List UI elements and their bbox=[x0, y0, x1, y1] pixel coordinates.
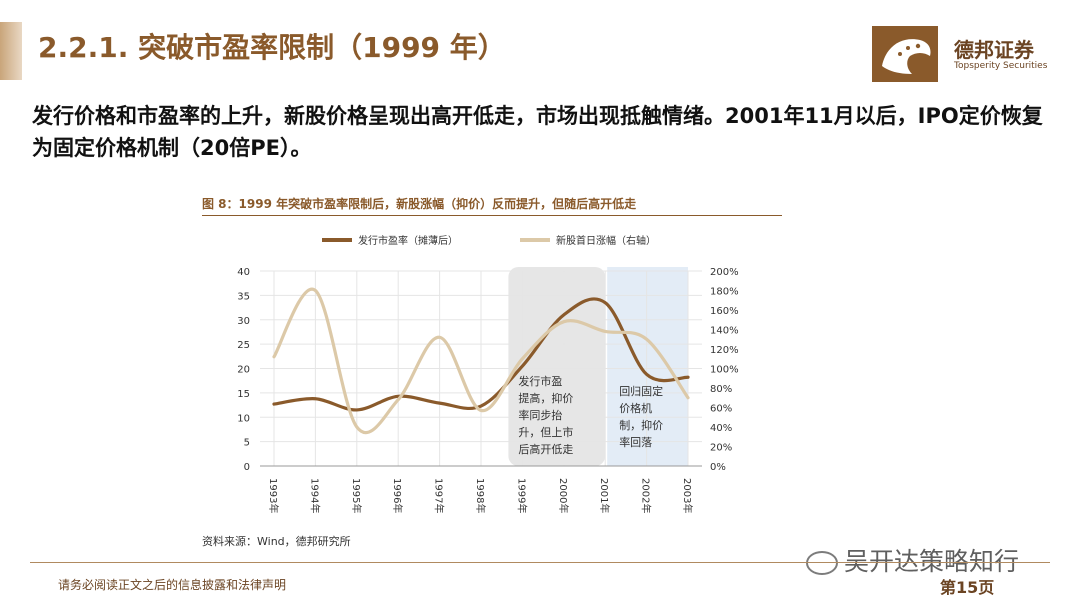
footer-rule bbox=[30, 562, 1050, 563]
chart-title-rule bbox=[202, 215, 782, 216]
y-right-tick-label: 0% bbox=[710, 462, 726, 473]
legend-label: 新股首日涨幅（右轴） bbox=[556, 234, 656, 247]
y-left-tick-label: 30 bbox=[237, 316, 250, 327]
annotation-text-line: 回归固定 bbox=[619, 384, 663, 398]
chart-title: 图 8：1999 年突破市盈率限制后，新股涨幅（抑价）反而提升，但随后高开低走 bbox=[202, 197, 637, 211]
x-tick-label: 2000年 bbox=[557, 478, 570, 513]
x-tick-label: 2001年 bbox=[598, 478, 611, 513]
page-number: 第15页 bbox=[940, 578, 995, 597]
annotation-region-1 bbox=[508, 267, 606, 466]
y-left-tick-label: 0 bbox=[244, 462, 250, 473]
title-accent-bar bbox=[0, 22, 22, 80]
annotation-text-line: 率回落 bbox=[619, 435, 652, 449]
y-left-tick-label: 25 bbox=[237, 340, 250, 351]
y-right-tick-label: 40% bbox=[710, 423, 732, 434]
y-left-tick-label: 40 bbox=[237, 267, 250, 278]
line-chart: 0 5 10 15 20 25 30 35 40 0% 20% 40% 60% 80% 100% 120% 14… bbox=[237, 234, 739, 513]
leopard-logo-icon bbox=[872, 26, 938, 82]
slide-title: 2.2.1. 突破市盈率限制（1999 年） bbox=[38, 31, 506, 64]
annotation-text-line: 率同步抬 bbox=[518, 408, 562, 422]
legend-label: 发行市盈率（摊薄后） bbox=[358, 234, 458, 247]
x-tick-label: 1996年 bbox=[391, 478, 404, 513]
x-tick-label: 1999年 bbox=[515, 478, 528, 513]
x-tick-label: 1998年 bbox=[474, 478, 487, 513]
y-right-tick-label: 200% bbox=[710, 267, 739, 278]
annotation-region-2 bbox=[607, 267, 688, 466]
annotation-text-line: 提高，抑价 bbox=[518, 391, 573, 405]
watermark-text: 吴开达策略知行 bbox=[844, 547, 1020, 576]
x-tick-label: 2003年 bbox=[681, 478, 694, 513]
series-first-day-return-line bbox=[272, 287, 690, 435]
series-pe-line bbox=[272, 297, 690, 412]
wechat-watermark: 吴开达策略知行 bbox=[806, 542, 1019, 578]
wechat-icon bbox=[806, 551, 838, 575]
chart-figure: 图 8：1999 年突破市盈率限制后，新股涨幅（抑价）反而提升，但随后高开低走 … bbox=[202, 188, 788, 548]
body-paragraph: 发行价格和市盈率的上升，新股价格呈现出高开低走，市场出现抵触情绪。2001年11… bbox=[32, 104, 1043, 160]
company-logo: 德邦证券 Topsperity Securities bbox=[872, 26, 1048, 82]
y-right-tick-label: 120% bbox=[710, 345, 739, 356]
y-right-tick-label: 20% bbox=[710, 443, 732, 454]
y-right-tick-label: 180% bbox=[710, 287, 739, 298]
annotation-text-line: 制，抑价 bbox=[619, 418, 663, 432]
annotation-text-line: 后高开低走 bbox=[518, 442, 573, 456]
y-left-tick-label: 35 bbox=[237, 291, 250, 302]
chart-source: 资料来源：Wind，德邦研究所 bbox=[202, 535, 351, 548]
x-tick-label: 1994年 bbox=[308, 478, 321, 513]
annotation-text-line: 发行市盈 bbox=[518, 374, 562, 388]
annotation-text-line: 价格机 bbox=[619, 401, 652, 415]
y-left-tick-label: 10 bbox=[237, 413, 250, 424]
logo-english-name: Topsperity Securities bbox=[954, 61, 1048, 71]
y-right-tick-label: 80% bbox=[710, 384, 732, 395]
y-right-tick-label: 100% bbox=[710, 365, 739, 376]
y-right-tick-label: 140% bbox=[710, 326, 739, 337]
y-left-tick-label: 5 bbox=[244, 438, 250, 449]
x-tick-label: 1995年 bbox=[350, 478, 363, 513]
x-tick-label: 1993年 bbox=[267, 478, 280, 513]
x-tick-label: 1997年 bbox=[433, 478, 446, 513]
y-right-tick-label: 160% bbox=[710, 306, 739, 317]
y-right-tick-label: 60% bbox=[710, 404, 732, 415]
y-left-tick-label: 20 bbox=[237, 365, 250, 376]
annotation-text-line: 升，但上市 bbox=[518, 425, 573, 439]
x-tick-label: 2002年 bbox=[640, 478, 653, 513]
logo-name: 德邦证券 bbox=[954, 38, 1034, 62]
y-left-tick-label: 15 bbox=[237, 389, 250, 400]
footer-disclaimer: 请务必阅读正文之后的信息披露和法律声明 bbox=[58, 578, 287, 592]
